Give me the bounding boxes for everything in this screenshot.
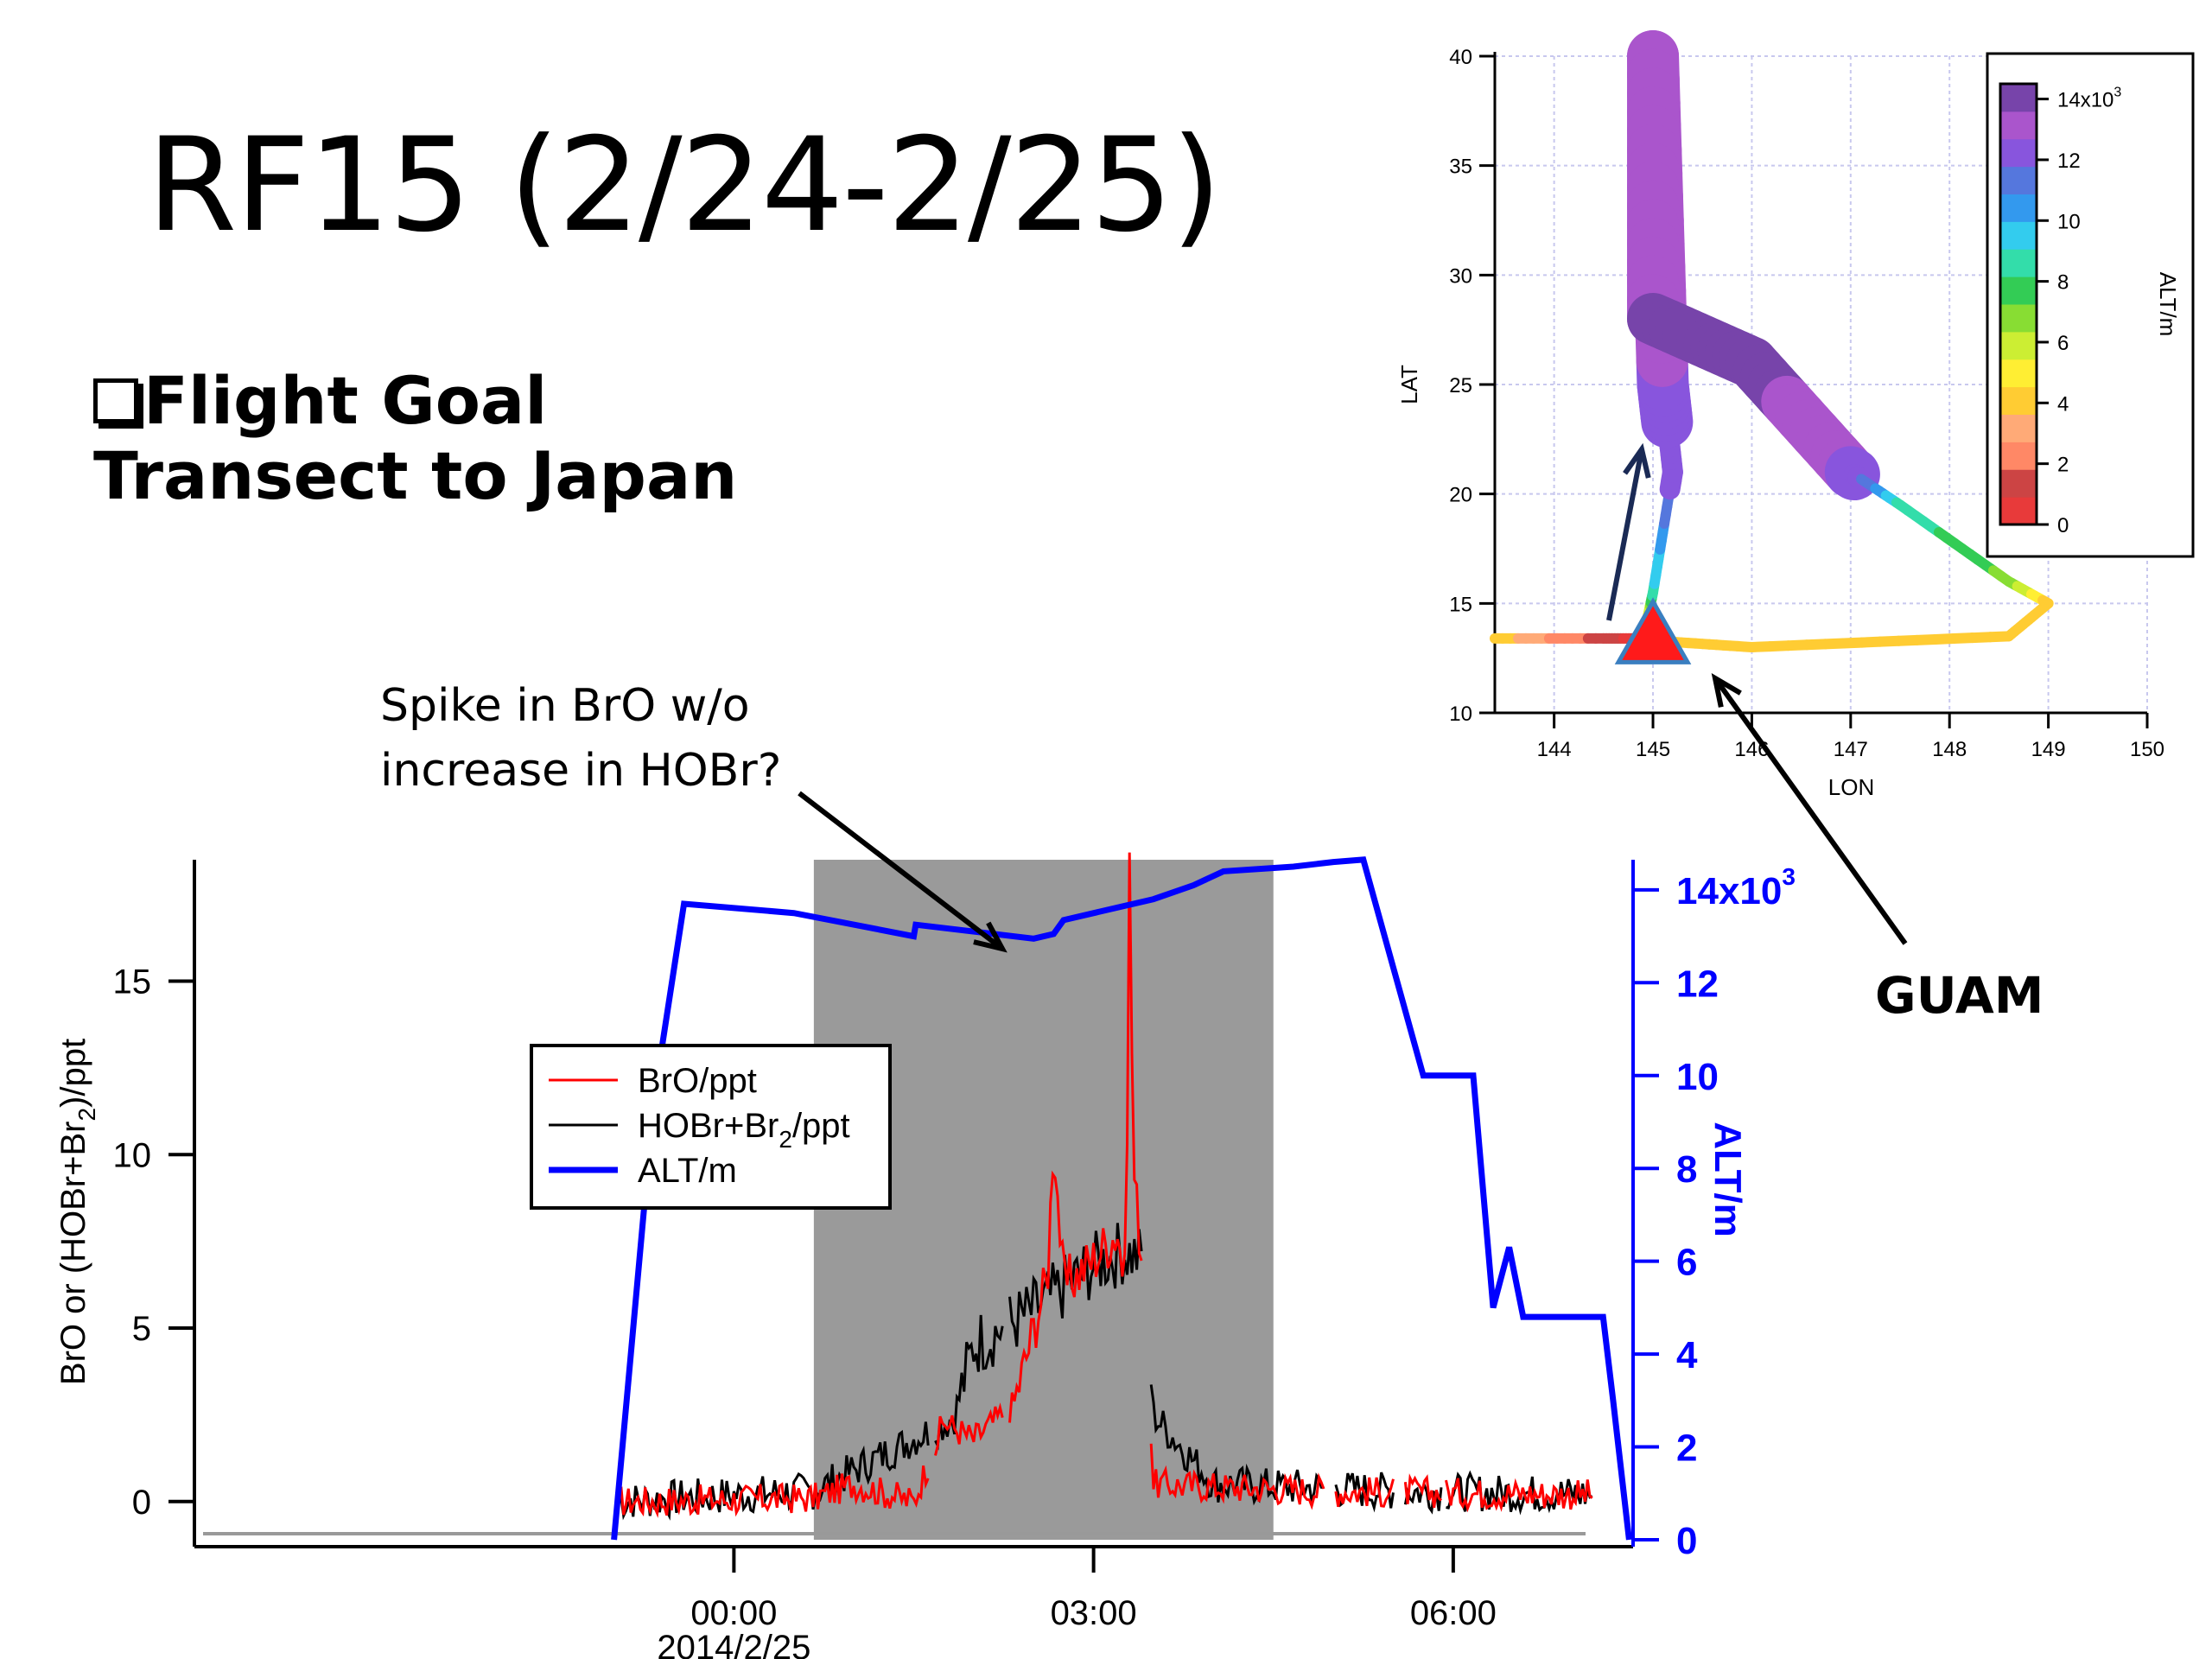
map-y-tick-label: 25 <box>1449 374 1472 397</box>
flight-direction-arrow <box>1606 442 1651 621</box>
map-y-axis-label: LAT <box>1396 365 1422 404</box>
spike-arrow-shaft <box>798 791 1004 951</box>
spike-arrow <box>798 791 1007 953</box>
checkbox-icon <box>93 378 138 423</box>
colorbar-tick-label: 10 <box>2057 210 2081 233</box>
y-tick-label: 15 <box>113 963 152 1001</box>
colorbar-band <box>2000 386 2037 415</box>
x-date-label: 2014/2/25 <box>657 1629 810 1659</box>
map-x-tick-label: 144 <box>1537 738 1572 761</box>
map-x-tick-label: 145 <box>1636 738 1670 761</box>
colorbar-band <box>2000 497 2037 525</box>
map-y-tick-label: 40 <box>1449 46 1472 69</box>
map-y-tick-label: 10 <box>1449 702 1472 726</box>
y2-tick-label: 10 <box>1676 1056 1719 1098</box>
colorbar-tick-label: 2 <box>2057 454 2069 477</box>
legend-suffix: /ppt <box>792 1107 850 1145</box>
colorbar-band <box>2000 249 2037 277</box>
y-label-subscript: 2 <box>73 1108 100 1122</box>
bro-spike-callout: Spike in BrO w/o increase in HOBr? <box>380 674 781 804</box>
y2-tick-label: 6 <box>1676 1242 1697 1284</box>
colorbar-band <box>2000 469 2037 498</box>
colorbar-band <box>2000 111 2037 140</box>
goal-text: Transect to Japan <box>93 437 738 515</box>
y2-tick-label: 2 <box>1676 1427 1697 1470</box>
colorbar-band <box>2000 194 2037 222</box>
guam-label: GUAM <box>1875 966 2044 1025</box>
colorbar-tick-label: 6 <box>2057 332 2069 355</box>
y-tick-label: 5 <box>132 1310 151 1348</box>
colorbar-top-tick-label: 14x103 <box>2057 86 2121 112</box>
map-x-tick-label: 150 <box>2130 738 2164 761</box>
colorbar-label: ALT/m <box>2155 272 2181 337</box>
guam-arrow-head <box>1711 673 1742 708</box>
colorbar-band <box>2000 414 2037 442</box>
guam-marker-icon <box>1614 597 1692 664</box>
x-tick-label: 00:00 <box>690 1594 777 1632</box>
map-x-tick-label: 147 <box>1834 738 1868 761</box>
colorbar-band <box>2000 138 2037 168</box>
map-x-axis-label: LON <box>1828 774 1874 800</box>
y2-axis-label: ALT/m <box>1707 1122 1749 1237</box>
colorbar-band <box>2000 442 2037 470</box>
colorbar-tick-label: 12 <box>2057 149 2081 173</box>
y-label-suffix: )/ppt <box>54 1039 92 1108</box>
bro-series-line <box>618 852 1593 1518</box>
y2-tick-label: 0 <box>1676 1520 1697 1562</box>
x-tick-label: 03:00 <box>1051 1594 1137 1632</box>
y2-top-tick-exponent: 3 <box>1782 863 1796 890</box>
flight-direction-arrow-head <box>1623 442 1651 479</box>
alt-series-line <box>611 856 1632 1541</box>
slide-title: RF15 (2/24-2/25) <box>147 111 1222 261</box>
spike-arrow-head <box>973 921 1007 953</box>
colorbar-band <box>2000 304 2037 333</box>
colorbar-band <box>2000 331 2037 360</box>
flight-goal: Flight Goal Transect to Japan <box>93 363 737 514</box>
colorbar-tick-label: 8 <box>2057 271 2069 295</box>
map-x-tick-label: 148 <box>1932 738 1967 761</box>
y2-tick-label: 12 <box>1676 963 1719 1005</box>
y-tick-label: 0 <box>132 1484 151 1522</box>
colorbar-tick-label: 0 <box>2057 514 2069 537</box>
legend-label: BrO/ppt <box>638 1062 757 1100</box>
colorbar-tick-label: 4 <box>2057 392 2069 416</box>
map-y-tick-label: 30 <box>1449 264 1472 288</box>
map-y-tick-label: 20 <box>1449 484 1472 507</box>
goal-heading: Flight Goal <box>143 362 548 439</box>
legend-box <box>530 1044 892 1210</box>
guam-arrow-shaft <box>1713 677 1908 945</box>
y-tick-label: 10 <box>113 1136 152 1174</box>
y2-tick-label: 4 <box>1676 1334 1698 1376</box>
legend-label: ALT/m <box>638 1152 737 1190</box>
colorbar-band <box>2000 359 2037 388</box>
colorbar-outline <box>1999 82 2038 526</box>
y2-tick-label: 8 <box>1676 1148 1697 1191</box>
hobr-series-line <box>618 1223 1593 1521</box>
y2-top-tick-label: 14x103 <box>1676 863 1796 912</box>
colorbar-top-tick-exponent: 3 <box>2113 86 2121 100</box>
callout-line-1: Spike in BrO w/o <box>380 680 750 732</box>
colorbar-band <box>2000 166 2037 194</box>
map-y-tick-label: 15 <box>1449 593 1472 616</box>
callout-line-2: increase in HOBr? <box>380 745 782 798</box>
legend-subscript: 2 <box>779 1126 792 1153</box>
colorbar-band <box>2000 84 2037 112</box>
guam-arrow <box>1711 673 1908 945</box>
flight-direction-arrow-shaft <box>1606 448 1644 621</box>
colorbar-band <box>2000 221 2037 250</box>
x-tick-label: 06:00 <box>1410 1594 1497 1632</box>
colorbar-band <box>2000 276 2037 305</box>
map-y-tick-label: 35 <box>1449 156 1472 179</box>
map-x-tick-label: 149 <box>2031 738 2066 761</box>
